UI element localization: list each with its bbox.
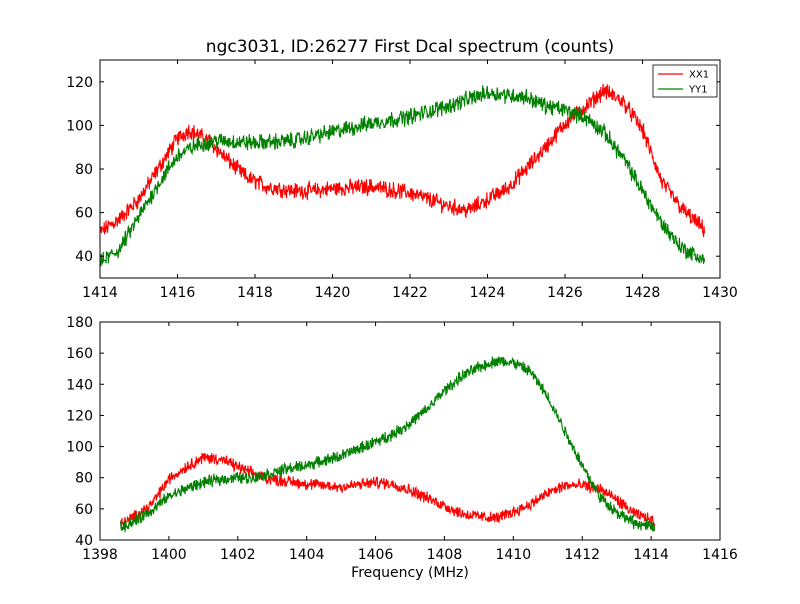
x-tick-label: 1402 <box>220 547 256 563</box>
legend-box <box>652 64 718 98</box>
x-tick-label: 1414 <box>633 547 669 563</box>
x-tick-label: 1410 <box>496 547 532 563</box>
y-tick-label: 80 <box>75 162 93 178</box>
chart-title: ngc3031, ID:26277 First Dcal spectrum (c… <box>206 37 614 57</box>
plot-frame <box>99 321 721 541</box>
x-axis-label: Frequency (MHz) <box>351 565 469 581</box>
series-line-yy1-panel-2 <box>120 356 656 533</box>
x-tick-label: 1416 <box>702 547 738 563</box>
x-tick-label: 1430 <box>702 285 738 301</box>
x-tick-label: 1408 <box>427 547 463 563</box>
bottom-panel: 1398 1400 1402 1404 1406 1408 1410 1412 1414 1416… <box>66 315 738 581</box>
legend-label-xx1: XX1 <box>689 70 709 81</box>
x-tick-label: 1418 <box>237 285 273 301</box>
x-tick-label: 1420 <box>315 285 351 301</box>
x-tick-label: 1404 <box>289 547 325 563</box>
y-tick-label: 120 <box>66 408 93 424</box>
y-tick-label: 40 <box>75 249 93 265</box>
x-tick-label: 1422 <box>392 285 428 301</box>
y-tick-label: 160 <box>66 346 93 362</box>
series-line-xx1-panel-1 <box>100 83 706 238</box>
x-tick-label: 1398 <box>82 547 118 563</box>
x-tick-label: 1406 <box>358 547 394 563</box>
y-tick-label: 60 <box>75 206 93 222</box>
y-tick-label: 60 <box>75 502 93 518</box>
y-tick-label: 80 <box>75 471 93 487</box>
y-tick-label: 120 <box>66 75 93 91</box>
y-tick-label: 100 <box>66 440 93 456</box>
x-tick-label: 1400 <box>151 547 187 563</box>
x-tick-label: 1424 <box>470 285 506 301</box>
x-tick-label: 1412 <box>564 547 600 563</box>
x-tick-label: 1426 <box>547 285 583 301</box>
x-tick-label: 1416 <box>160 285 196 301</box>
series-line-yy1-panel-1 <box>100 85 706 267</box>
y-tick-label: 40 <box>75 533 93 549</box>
x-tick-label: 1428 <box>625 285 661 301</box>
top-panel: 1414 1416 1418 1420 1422 1424 1426 1428 1430 40 60… <box>66 59 738 301</box>
y-tick-label: 140 <box>66 377 93 393</box>
x-tick-label: 1414 <box>82 285 118 301</box>
y-tick-label: 180 <box>66 315 93 331</box>
series-line-xx1-panel-2 <box>120 452 656 529</box>
legend-label-yy1: YY1 <box>688 85 708 96</box>
y-tick-label: 100 <box>66 118 93 134</box>
